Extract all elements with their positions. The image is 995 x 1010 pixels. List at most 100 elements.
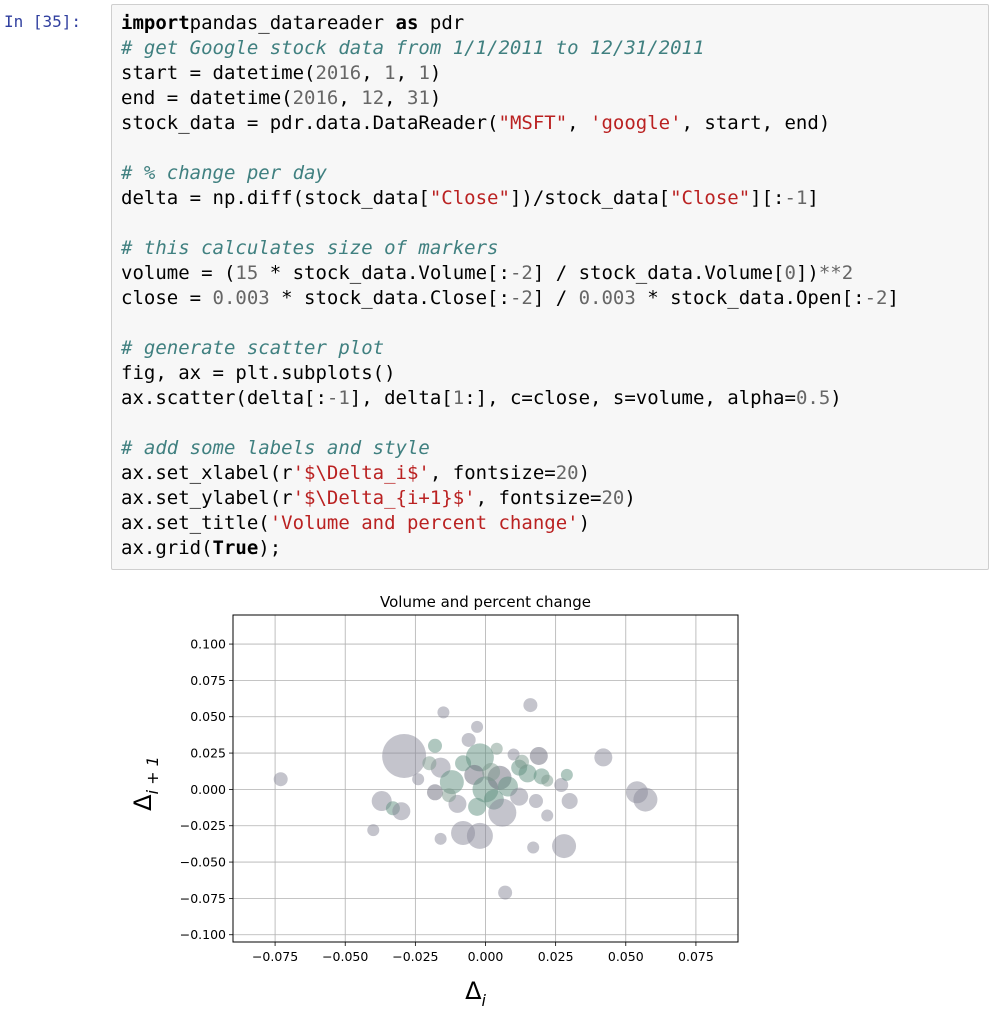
- scatter-point: [510, 787, 529, 806]
- x-tick-label: −0.025: [392, 949, 438, 964]
- scatter-point: [527, 841, 540, 854]
- code-token: ,: [567, 112, 591, 134]
- code-token: 0.003: [578, 287, 636, 309]
- code-token: -2: [509, 287, 533, 309]
- code-token: ] /: [532, 287, 579, 309]
- code-line: start = datetime(2016, 1, 1): [121, 62, 441, 84]
- code-token: start = datetime(: [121, 62, 316, 84]
- code-token: "Close": [429, 187, 510, 209]
- code-token: ): [429, 87, 442, 109]
- code-token: # add some labels and style: [121, 437, 430, 459]
- code-token: ): [578, 462, 591, 484]
- scatter-point: [594, 748, 613, 767]
- code-token: 2016: [315, 62, 362, 84]
- scatter-point: [561, 793, 578, 810]
- scatter-point: [392, 802, 411, 821]
- code-token: "Close": [670, 187, 751, 209]
- code-line: volume = (15 * stock_data.Volume[:-2] / …: [121, 262, 853, 284]
- scatter-point: [529, 746, 548, 765]
- code-line: ax.set_ylabel(r'$\Delta_{i+1}$', fontsiz…: [121, 487, 636, 509]
- chart-title: Volume and percent change: [380, 593, 591, 611]
- x-tick-label: −0.050: [322, 949, 368, 964]
- scatter-point: [442, 788, 457, 803]
- code-token: pdr: [418, 12, 465, 34]
- scatter-point: [488, 798, 517, 827]
- code-line: ax.scatter(delta[:-1], delta[1:], c=clos…: [121, 387, 842, 409]
- scatter-point: [482, 762, 501, 781]
- code-token: 15: [235, 262, 259, 284]
- code-token: close =: [121, 287, 213, 309]
- cell-prompt: In [35]:: [4, 12, 82, 31]
- code-line: # this calculates size of markers: [121, 237, 499, 259]
- code-line: # generate scatter plot: [121, 337, 384, 359]
- code-token: 1: [384, 62, 396, 84]
- code-token: 2: [841, 262, 854, 284]
- code-token: * stock_data.Close[:: [269, 287, 510, 309]
- y-tick-label: 0.000: [190, 782, 226, 797]
- code-line: # % change per day: [121, 162, 327, 184]
- scatter-point: [367, 824, 380, 837]
- y-tick-label: 0.075: [190, 673, 226, 688]
- code-token: ax.scatter(delta[:: [121, 387, 327, 409]
- code-token: ax.set_xlabel(r: [121, 462, 293, 484]
- y-tick-label: −0.075: [180, 891, 226, 906]
- code-token: -2: [509, 262, 533, 284]
- scatter-point: [518, 764, 537, 783]
- code-line: # add some labels and style: [121, 437, 430, 459]
- code-line: ax.set_xlabel(r'$\Delta_i$', fontsize=20…: [121, 462, 590, 484]
- scatter-point: [428, 738, 442, 753]
- scatter-point: [434, 832, 447, 845]
- code-token: 31: [407, 87, 430, 109]
- code-token: ,: [361, 62, 385, 84]
- code-token: 1: [452, 387, 465, 409]
- scatter-point: [552, 834, 577, 859]
- scatter-point: [455, 755, 472, 772]
- code-token: # generate scatter plot: [121, 337, 385, 359]
- code-token: ]: [807, 187, 819, 209]
- code-token: ax.set_title(: [121, 512, 270, 534]
- code-token: # % change per day: [121, 162, 327, 184]
- code-token: ): [429, 62, 442, 84]
- code-token: 0: [784, 262, 796, 284]
- code-token: * stock_data.Volume[:: [258, 262, 510, 284]
- cell-output: −0.075 −0.050 −0.025 0.000 0.025 0.050 0.075 0.…: [111, 575, 991, 1010]
- y-axis-label-text: Δi + 1: [129, 756, 162, 811]
- code-line: delta = np.diff(stock_data["Close"])/sto…: [121, 187, 819, 209]
- plot-frame: [232, 614, 739, 943]
- code-token: 'Volume and percent change': [269, 512, 579, 534]
- scatter-point: [382, 733, 427, 778]
- code-token: -1: [784, 187, 808, 209]
- code-token: as: [384, 12, 419, 34]
- scatter-point: [437, 706, 450, 719]
- code-line: close = 0.003 * stock_data.Close[:-2] / …: [121, 287, 899, 309]
- code-editor[interactable]: importpandas_datareader as pdr # get Goo…: [121, 11, 899, 561]
- scatter-point: [461, 732, 476, 747]
- y-tick-label: 0.025: [190, 746, 226, 761]
- code-token: ): [624, 487, 636, 509]
- code-cell-input[interactable]: importpandas_datareader as pdr # get Goo…: [111, 4, 989, 570]
- code-line: ax.set_title('Volume and percent change'…: [121, 512, 590, 534]
- code-token: pandas_datareader: [189, 12, 385, 34]
- code-line: stock_data = pdr.data.DataReader("MSFT",…: [121, 112, 830, 134]
- code-line: end = datetime(2016, 12, 31): [121, 87, 441, 109]
- y-tick-label: 0.050: [190, 709, 226, 724]
- code-token: ]: [887, 287, 899, 309]
- code-token: ] / stock_data.Volume[: [532, 262, 785, 284]
- scatter-point: [554, 778, 569, 793]
- code-token: ): [578, 512, 591, 534]
- x-axis-label: Δi: [465, 977, 486, 1006]
- code-token: 'google': [590, 112, 682, 134]
- code-token: );: [258, 537, 282, 559]
- code-token: end = datetime(: [121, 87, 293, 109]
- code-token: , fontsize=: [429, 462, 556, 484]
- code-token: '$\Delta_{i+1}$': [292, 487, 476, 509]
- code-token: volume = (: [121, 262, 236, 284]
- scatter-point: [523, 698, 538, 713]
- scatter-point: [560, 768, 573, 781]
- x-tick-label: 0.075: [678, 949, 714, 964]
- x-tick-label: 0.025: [538, 949, 574, 964]
- code-token: 1: [418, 62, 430, 84]
- code-token: 20: [555, 462, 579, 484]
- code-token: 0.5: [795, 387, 831, 409]
- scatter-point: [468, 797, 487, 816]
